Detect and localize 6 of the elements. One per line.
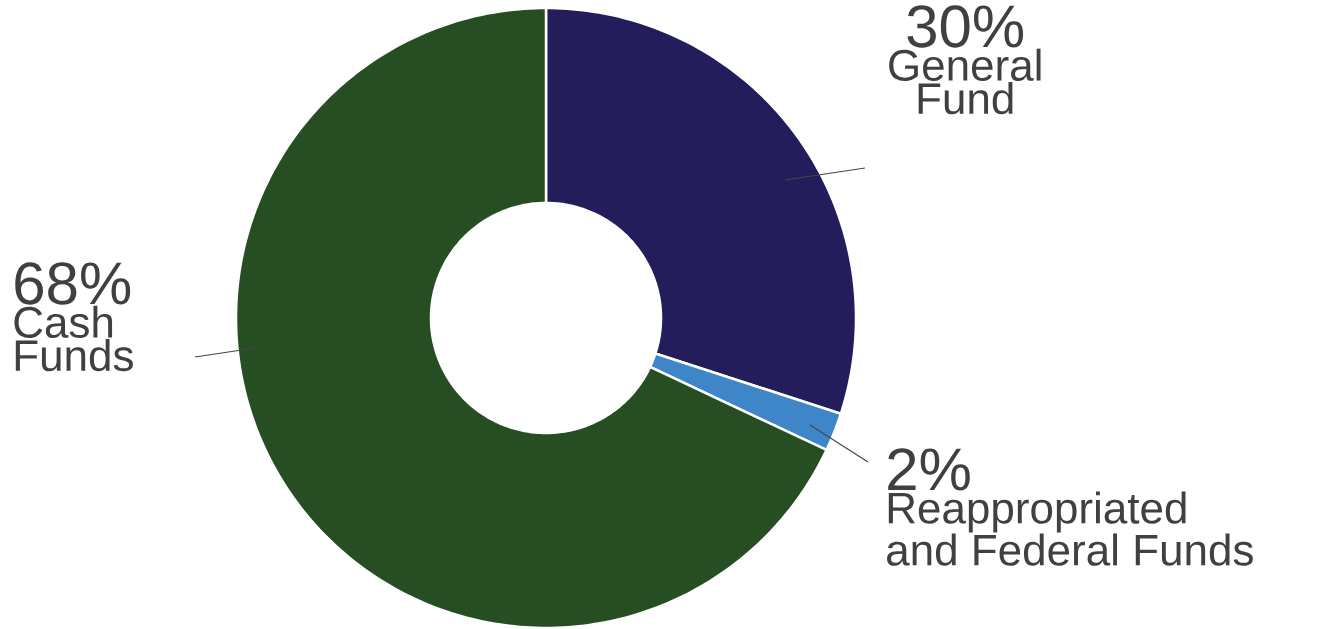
slice-label: General Fund — [889, 48, 1041, 115]
slice-label: Cash Funds — [14, 305, 133, 372]
data-label: 2% — [888, 448, 970, 491]
data-label: 68% — [15, 262, 131, 305]
slice-label: Reappropriated and Federal Funds — [887, 491, 1253, 566]
data-label: 30% — [907, 5, 1024, 48]
